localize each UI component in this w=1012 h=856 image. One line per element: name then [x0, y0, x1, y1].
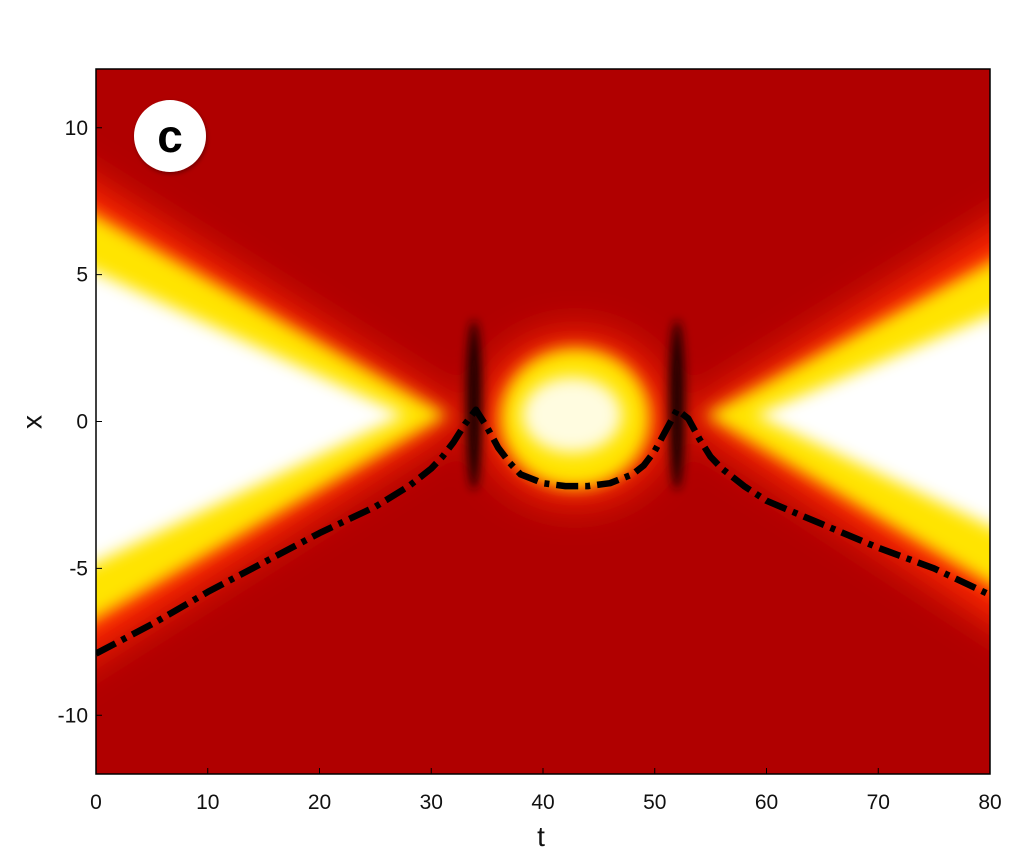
collision-dark-lines — [466, 320, 685, 490]
y-tick-label: 5 — [76, 264, 88, 287]
collision-dark-right — [669, 320, 685, 490]
trajectory-line — [96, 406, 990, 657]
x-axis-ticks: 0 10 20 30 40 50 60 70 80 — [90, 768, 1002, 814]
x-tick-label: 70 — [867, 791, 890, 814]
panel-badge: c — [134, 100, 206, 172]
y-tick-label: 0 — [76, 411, 88, 434]
x-tick-label: 50 — [643, 791, 666, 814]
x-tick-label: 30 — [420, 791, 443, 814]
x-tick-label: 0 — [90, 791, 102, 814]
y-axis-ticks: 10 5 0 -5 -10 — [58, 117, 102, 727]
left-wedge-core — [96, 271, 405, 563]
heatmap-core — [96, 271, 990, 563]
y-tick-label: 10 — [65, 117, 88, 140]
collision-dark-left — [466, 320, 482, 490]
right-wedge-core — [755, 315, 990, 527]
y-tick-label: -5 — [69, 557, 88, 580]
heatmap-field — [96, 69, 990, 774]
panel-letter: c — [157, 110, 183, 162]
x-axis-label: t — [537, 821, 545, 852]
center-blob-core — [522, 377, 622, 453]
x-tick-label: 20 — [308, 791, 331, 814]
x-tick-label: 80 — [978, 791, 1001, 814]
x-tick-label: 10 — [196, 791, 219, 814]
x-tick-label: 40 — [531, 791, 554, 814]
y-axis-label: x — [16, 415, 47, 429]
panel-badge-circle — [134, 100, 206, 172]
x-tick-label: 60 — [755, 791, 778, 814]
y-tick-label: -10 — [58, 704, 88, 727]
